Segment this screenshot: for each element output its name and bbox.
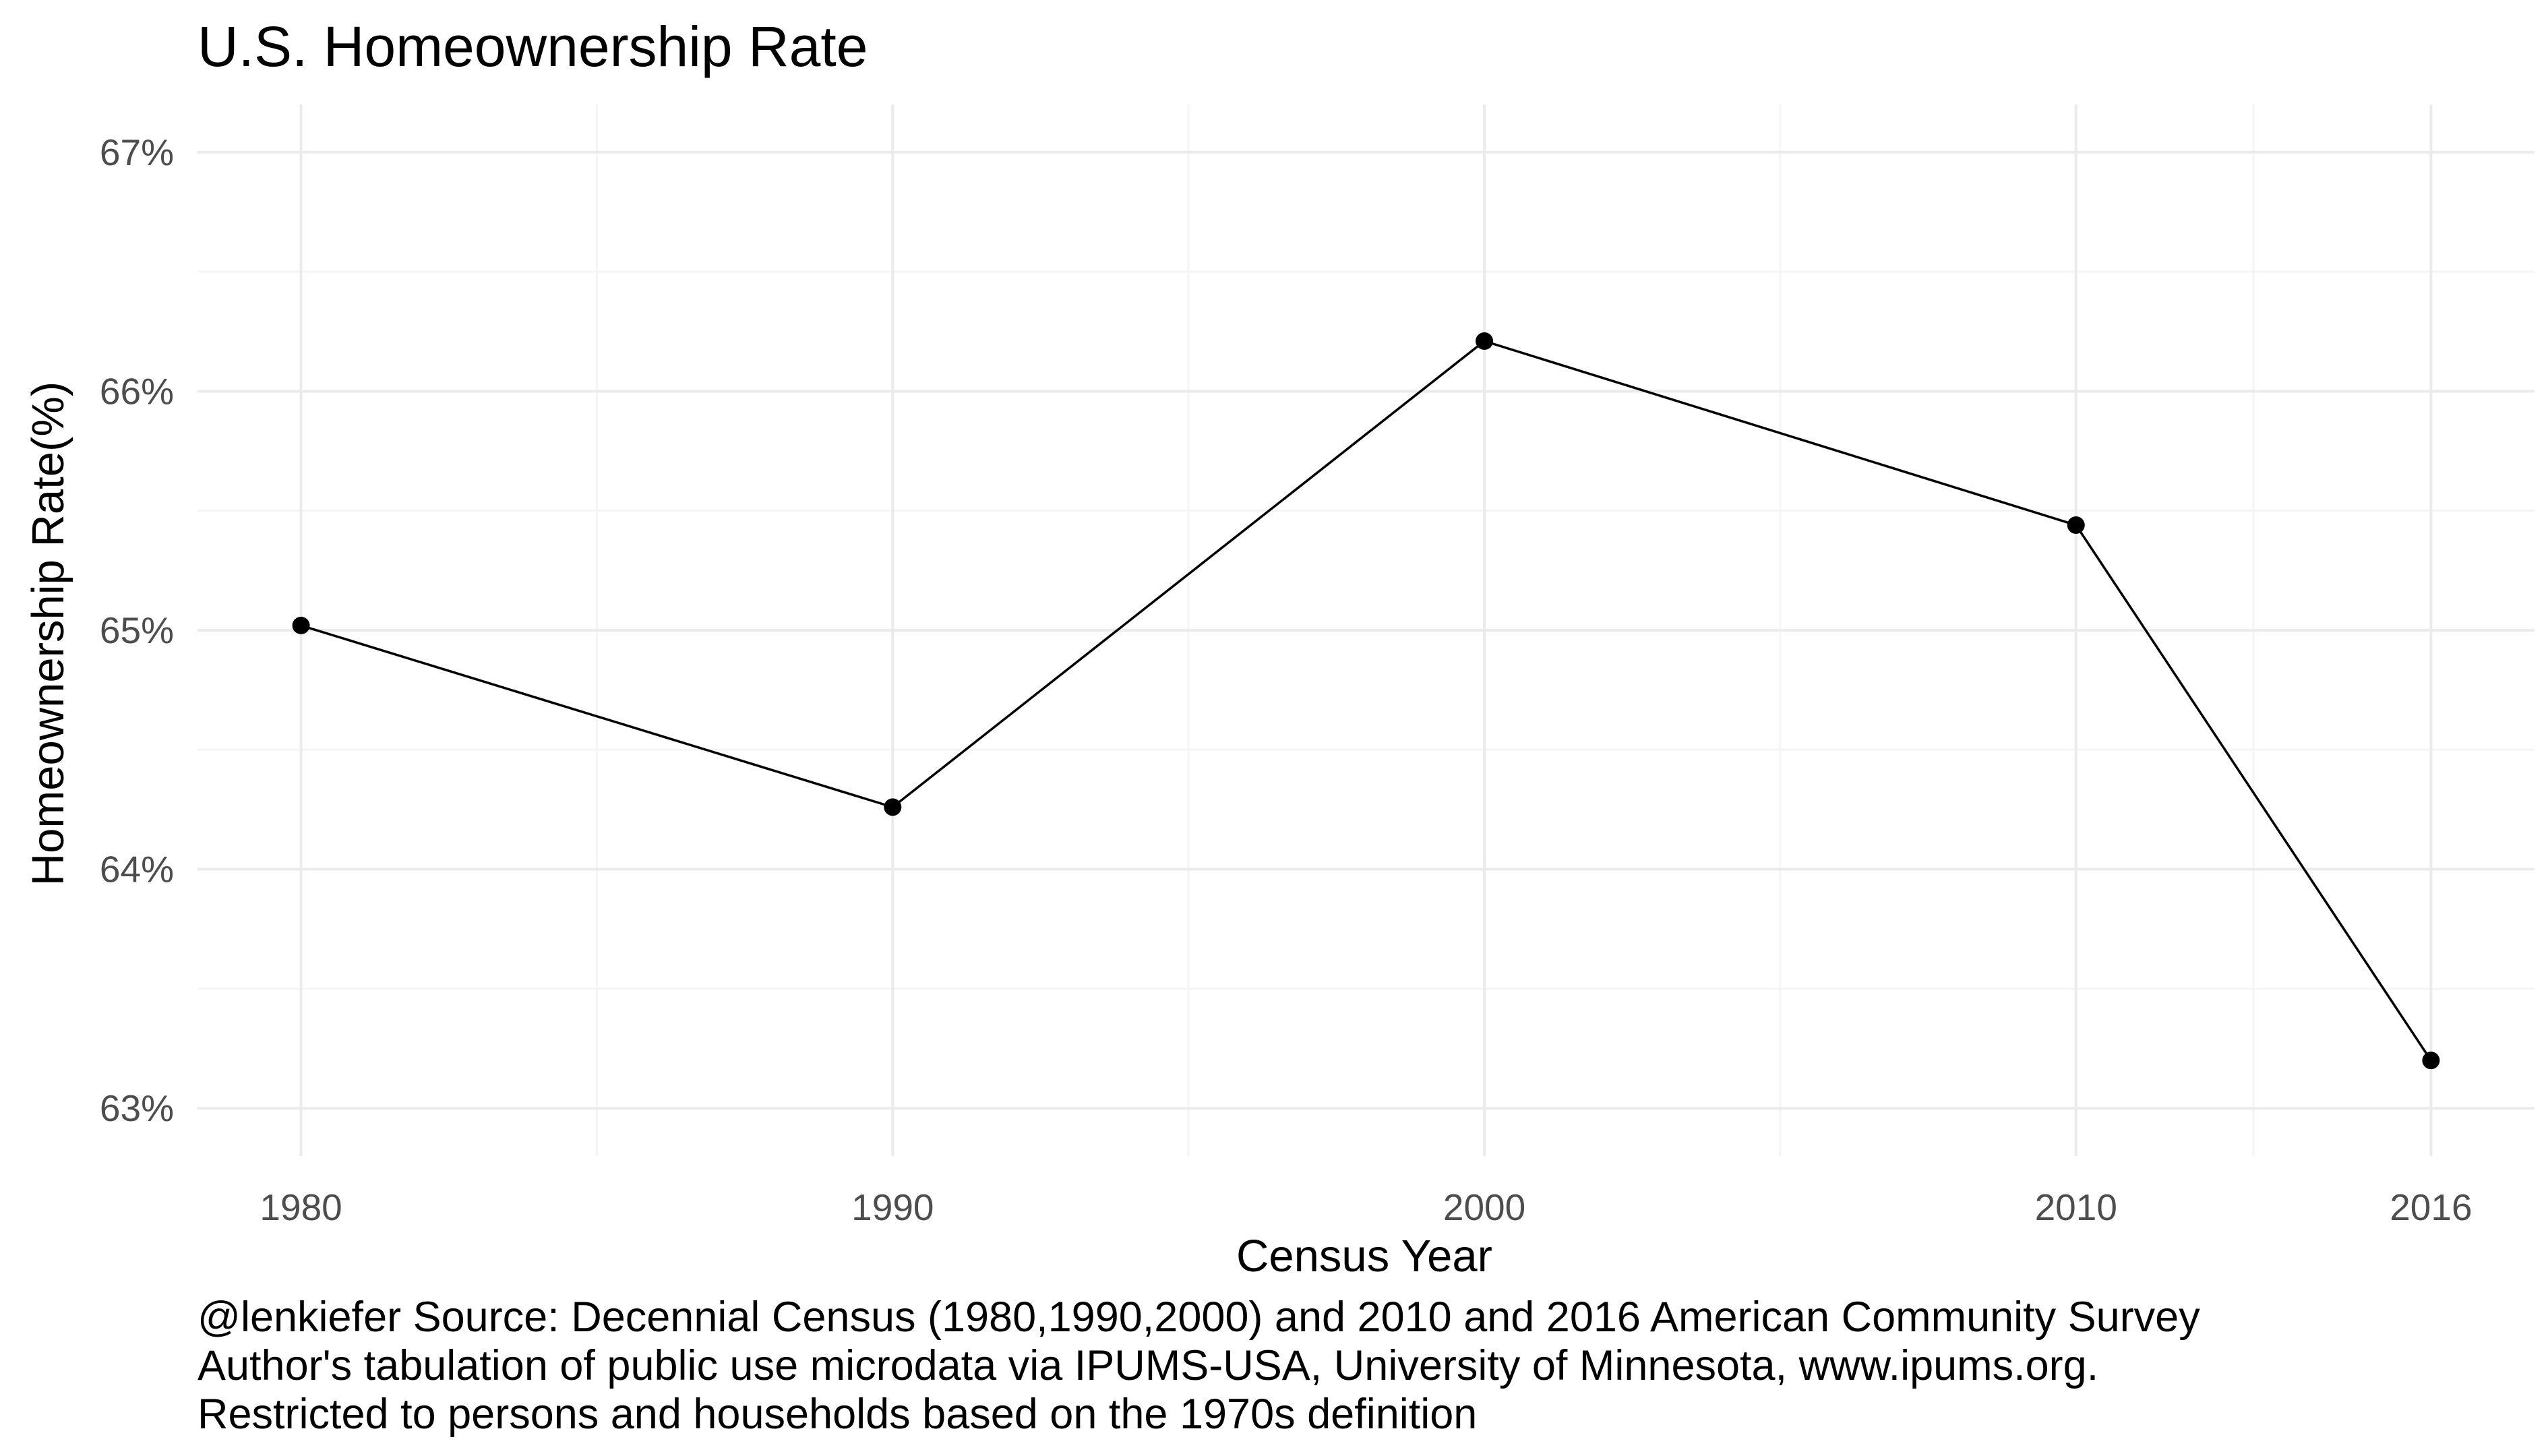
data-point [884, 798, 902, 816]
caption: @lenkiefer Source: Decennial Census (198… [198, 1294, 2200, 1438]
y-tick-label: 67% [100, 131, 174, 173]
y-tick-label: 63% [100, 1087, 174, 1129]
data-point [292, 616, 310, 634]
data-point [1476, 332, 1494, 350]
x-tick-labels: 1980 1990 2000 2010 2016 [260, 1186, 2472, 1228]
series-layer [292, 332, 2440, 1070]
x-tick-label: 1980 [260, 1186, 342, 1228]
y-tick-labels: 63% 64% 65% 66% 67% [100, 131, 174, 1129]
y-axis-title: Homeownership Rate(%) [23, 382, 73, 886]
x-tick-label: 2016 [2390, 1186, 2472, 1228]
data-point [2422, 1052, 2440, 1070]
caption-line: Restricted to persons and households bas… [198, 1391, 1477, 1438]
y-tick-label: 66% [100, 370, 174, 412]
chart-title: U.S. Homeownership Rate [198, 15, 868, 78]
x-axis-title: Census Year [1236, 1231, 1492, 1281]
x-tick-label: 2000 [1443, 1186, 1525, 1228]
x-tick-label: 2010 [2035, 1186, 2117, 1228]
y-tick-label: 65% [100, 609, 174, 651]
caption-line: @lenkiefer Source: Decennial Census (198… [198, 1294, 2200, 1341]
caption-line: Author's tabulation of public use microd… [198, 1342, 2098, 1389]
x-tick-label: 1990 [851, 1186, 934, 1228]
y-tick-label: 64% [100, 849, 174, 890]
data-point [2067, 516, 2085, 534]
